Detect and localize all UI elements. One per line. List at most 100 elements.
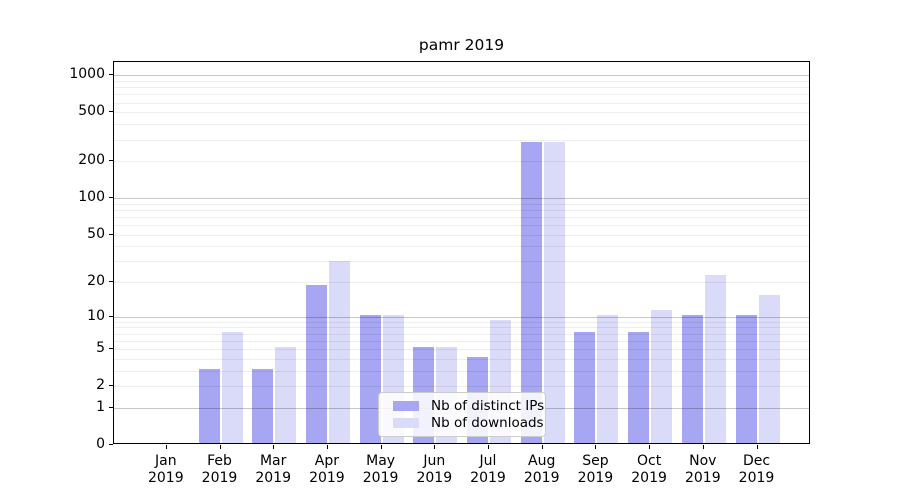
gridline-4 xyxy=(114,358,809,360)
x-tick-mark xyxy=(273,445,275,449)
bar-downloads-aug xyxy=(543,142,565,443)
y-tick-label-1: 1 xyxy=(96,398,105,415)
bar-downloads-oct xyxy=(651,310,673,443)
gridline-8 xyxy=(114,327,809,329)
legend-swatch-downloads xyxy=(393,417,419,428)
y-tick-mark xyxy=(109,111,113,113)
y-tick-mark xyxy=(109,406,113,408)
x-tick-label-dec: Dec 2019 xyxy=(738,453,775,486)
y-tick-mark xyxy=(109,315,113,317)
y-tick-label-50: 50 xyxy=(87,225,105,242)
bar-distinct-ips-oct xyxy=(628,331,650,443)
gridline-3 xyxy=(114,370,809,372)
gridline-9 xyxy=(114,321,809,323)
gridline-500 xyxy=(114,112,809,114)
y-tick-label-2: 2 xyxy=(96,377,105,394)
gridline-5 xyxy=(114,349,809,351)
y-tick-mark xyxy=(109,281,113,283)
gridline-100 xyxy=(114,198,809,200)
x-tick-label-nov: Nov 2019 xyxy=(684,453,721,486)
x-tick-label-oct: Oct 2019 xyxy=(631,453,667,486)
y-tick-mark xyxy=(109,160,113,162)
x-tick-mark xyxy=(756,445,758,449)
bar-downloads-dec xyxy=(758,294,780,443)
y-tick-label-200: 200 xyxy=(78,152,105,169)
gridline-900 xyxy=(114,81,809,82)
bar-distinct-ips-aug xyxy=(520,142,542,443)
x-tick-mark xyxy=(434,445,436,449)
x-tick-mark xyxy=(649,445,651,449)
gridline-6 xyxy=(114,340,809,342)
y-tick-mark xyxy=(109,385,113,387)
x-tick-label-mar: Mar 2019 xyxy=(255,453,291,486)
gridline-7 xyxy=(114,333,809,335)
gridline-50 xyxy=(114,234,809,236)
bar-distinct-ips-feb xyxy=(198,368,220,443)
gridline-200 xyxy=(114,161,809,163)
legend-label-distinct-ips: Nb of distinct IPs xyxy=(431,398,545,415)
gridline-90 xyxy=(114,203,809,205)
y-tick-mark xyxy=(109,348,113,350)
y-tick-mark xyxy=(109,444,113,445)
x-tick-label-aug: Aug 2019 xyxy=(523,453,560,486)
x-tick-label-may: May 2019 xyxy=(362,453,399,486)
y-tick-label-10: 10 xyxy=(87,307,105,324)
legend: Nb of distinct IPs Nb of downloads xyxy=(378,392,546,437)
bar-distinct-ips-nov xyxy=(681,314,703,443)
legend-swatch-distinct-ips xyxy=(393,401,419,412)
gridline-400 xyxy=(114,124,809,126)
x-tick-mark xyxy=(380,445,382,449)
x-tick-label-sep: Sep 2019 xyxy=(577,453,614,486)
x-tick-mark xyxy=(165,445,167,449)
bar-downloads-sep xyxy=(597,314,619,443)
gridline-60 xyxy=(114,225,809,226)
bar-downloads-apr xyxy=(328,261,350,443)
bar-distinct-ips-apr xyxy=(305,285,327,443)
x-tick-label-jan: Jan 2019 xyxy=(147,453,184,486)
x-tick-label-jun: Jun 2019 xyxy=(416,453,453,486)
gridline-80 xyxy=(114,209,809,211)
y-tick-label-0: 0 xyxy=(96,436,105,452)
bar-distinct-ips-dec xyxy=(735,314,757,443)
y-tick-label-1000: 1000 xyxy=(69,66,105,83)
y-tick-label-5: 5 xyxy=(96,340,105,357)
x-tick-label-apr: Apr 2019 xyxy=(309,453,345,486)
y-tick-label-500: 500 xyxy=(78,103,105,120)
bar-distinct-ips-may xyxy=(359,314,381,443)
bar-distinct-ips-mar xyxy=(252,368,274,443)
y-tick-mark xyxy=(109,74,113,76)
y-tick-mark xyxy=(109,197,113,199)
legend-row-distinct-ips: Nb of distinct IPs xyxy=(393,398,544,414)
plot-area xyxy=(113,61,810,444)
bar-downloads-mar xyxy=(275,347,297,443)
legend-row-downloads: Nb of downloads xyxy=(393,415,544,431)
bar-downloads-feb xyxy=(221,331,243,443)
y-tick-mark xyxy=(109,233,113,235)
x-tick-mark xyxy=(219,445,221,449)
gridline-2 xyxy=(114,386,809,388)
gridline-1000 xyxy=(114,75,809,77)
gridline-700 xyxy=(114,94,809,96)
gridline-800 xyxy=(114,87,809,89)
gridline-40 xyxy=(114,246,809,248)
gridline-300 xyxy=(114,139,809,141)
x-tick-label-feb: Feb 2019 xyxy=(201,453,238,486)
gridline-10 xyxy=(114,316,809,318)
y-tick-label-100: 100 xyxy=(78,189,105,206)
x-tick-mark xyxy=(488,445,489,449)
gridline-20 xyxy=(114,282,809,284)
bar-downloads-nov xyxy=(704,275,726,443)
x-tick-mark xyxy=(326,445,328,449)
y-tick-label-20: 20 xyxy=(87,273,105,290)
legend-label-downloads: Nb of downloads xyxy=(431,414,544,431)
chart-title: pamr 2019 xyxy=(418,36,505,54)
x-tick-mark xyxy=(541,445,543,449)
gridline-30 xyxy=(114,261,809,263)
x-tick-mark xyxy=(595,445,597,449)
x-tick-label-jul: Jul 2019 xyxy=(470,453,506,486)
gridline-70 xyxy=(114,216,809,218)
x-tick-mark xyxy=(702,445,704,449)
gridline-600 xyxy=(114,102,809,104)
bar-distinct-ips-sep xyxy=(574,331,596,443)
